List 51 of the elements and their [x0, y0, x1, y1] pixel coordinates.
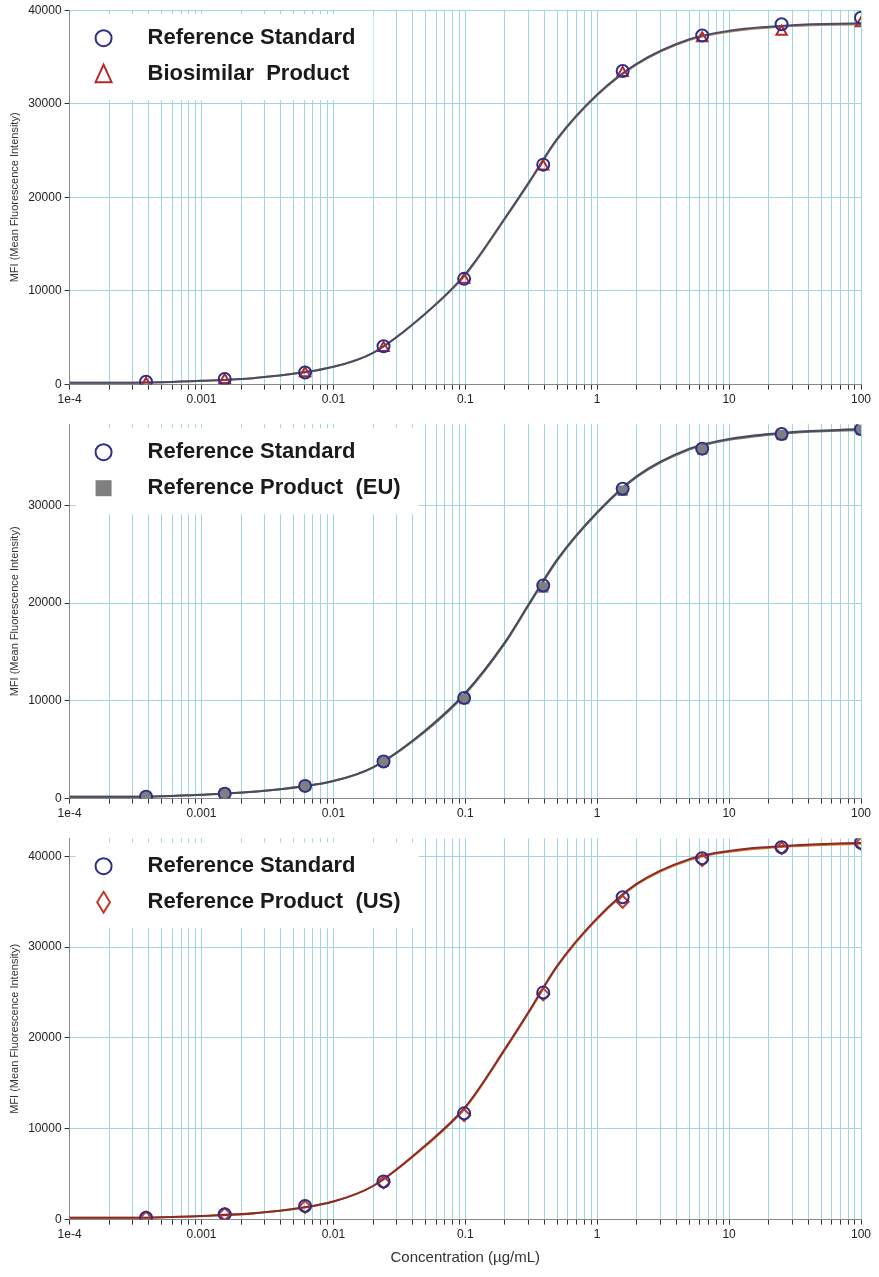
legend-label: Biosimilar Product	[147, 60, 350, 86]
point	[536, 578, 551, 593]
y-tick-label: 30000	[28, 939, 62, 954]
y-tick-label: 10000	[28, 693, 62, 708]
x-tick-label: 0.1	[456, 806, 474, 821]
x-tick-label: 100	[850, 392, 872, 407]
x-tick-label: 0.001	[186, 1227, 217, 1242]
x-tick-label: 10	[722, 392, 737, 407]
y-tick-label: 30000	[28, 96, 62, 111]
x-tick-label: 0.01	[321, 806, 346, 821]
y-tick-label: 10000	[28, 283, 62, 298]
x-tick-label: 1	[593, 392, 601, 407]
x-tick-label: 0.001	[186, 806, 217, 821]
y-tick-label: 20000	[28, 595, 62, 610]
y-tick-label: 20000	[28, 189, 62, 204]
x-tick-label: 100	[850, 1227, 872, 1242]
x-axis-title: Concentration (µg/mL)	[390, 1248, 541, 1266]
legend-label: Reference Product (EU)	[147, 474, 401, 500]
legend-label: Reference Standard	[147, 24, 356, 50]
y-tick-label: 40000	[28, 848, 62, 863]
x-tick-label: 1e-4	[57, 1227, 82, 1242]
y-tick-label: 30000	[28, 497, 62, 512]
x-tick-label: 1	[593, 1227, 601, 1242]
point	[615, 481, 630, 496]
y-tick-label: 20000	[28, 1030, 62, 1045]
x-tick-label: 100	[850, 806, 872, 821]
x-tick-label: 0.1	[456, 392, 474, 407]
x-tick-label: 1e-4	[57, 392, 82, 407]
x-tick-label: 0.01	[321, 1227, 346, 1242]
x-tick-label: 10	[722, 1227, 737, 1242]
point	[615, 894, 630, 909]
x-tick-label: 1e-4	[57, 806, 82, 821]
y-tick-label: 40000	[28, 2, 62, 17]
point	[774, 17, 789, 32]
x-tick-label: 0.001	[186, 392, 217, 407]
legend-label: Reference Product (US)	[147, 888, 401, 914]
point	[775, 24, 788, 36]
y-axis-title: MFI (Mean Fluorescence Intensity)	[7, 943, 20, 1114]
y-tick-label: 0	[54, 376, 62, 391]
y-axis-title: MFI (Mean Fluorescence Intensity)	[7, 112, 20, 283]
x-tick-label: 10	[722, 806, 737, 821]
point	[615, 890, 630, 905]
legend-label: Reference Standard	[147, 438, 356, 464]
y-axis-title: MFI (Mean Fluorescence Intensity)	[7, 526, 20, 697]
y-tick-label: 0	[54, 1211, 62, 1226]
x-tick-label: 0.1	[456, 1227, 474, 1242]
x-tick-label: 0.01	[321, 392, 346, 407]
y-tick-label: 0	[54, 790, 62, 805]
legend-label: Reference Standard	[147, 852, 356, 878]
x-tick-label: 1	[593, 806, 601, 821]
y-tick-label: 10000	[28, 1121, 62, 1136]
